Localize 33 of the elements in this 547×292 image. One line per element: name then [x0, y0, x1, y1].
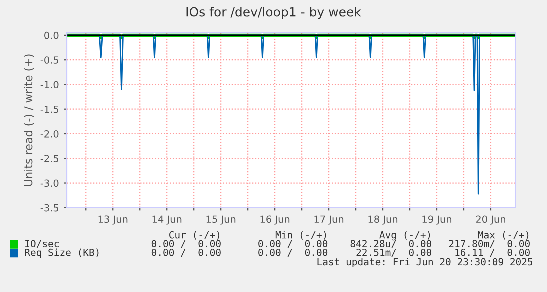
x-tick-label: 18 Jun: [368, 216, 398, 225]
text: Avg (-/+): [380, 231, 430, 241]
y-tick-label: -2.5: [40, 155, 59, 162]
text: 217.80m/ 0.00: [449, 240, 530, 248]
text: Min (-/+): [276, 231, 326, 240]
y-tick-label: -0.5: [40, 56, 59, 64]
y-tick-label: -1.0: [40, 81, 59, 89]
y-tick-label: -2.0: [40, 130, 59, 138]
text: Last update: Fri Jun 20 23:30:09 2025: [318, 258, 533, 268]
text: 0.00 / 0.00: [258, 240, 328, 248]
x-tick-label: 17 Jun: [314, 216, 344, 225]
chart-title: IOs for /dev/loop1 - by week: [186, 7, 362, 20]
text: 0.00 / 0.00: [152, 240, 221, 248]
x-tick-label: 13 Jun: [98, 216, 128, 225]
x-tick-label: 19 Jun: [422, 216, 452, 225]
x-tick-label: 16 Jun: [260, 216, 290, 225]
text: Max (-/+): [478, 231, 529, 240]
y-tick-label: -3.0: [40, 180, 59, 188]
text: 0.00 / 0.00: [258, 248, 328, 258]
text: 842.28u/ 0.00: [350, 240, 432, 248]
text: 16.11 / 0.00: [456, 248, 530, 258]
y-tick-label: -3.5: [40, 204, 59, 212]
text: Cur (-/+): [170, 231, 220, 240]
y-axis-title: Units read (-) / write (+): [24, 54, 34, 186]
y-tick-label: -1.5: [40, 106, 59, 114]
y-tick-label: 0.0: [44, 32, 59, 40]
x-tick-label: 14 Jun: [152, 216, 182, 225]
legend-label: Req Size (KB): [25, 248, 99, 258]
x-tick-label: 20 Jun: [476, 216, 506, 225]
legend-label: IO/sec: [26, 240, 59, 248]
text: 22.51m/ 0.00: [356, 248, 432, 258]
x-tick-label: 15 Jun: [206, 216, 236, 225]
text: 0.00 / 0.00: [152, 248, 221, 258]
